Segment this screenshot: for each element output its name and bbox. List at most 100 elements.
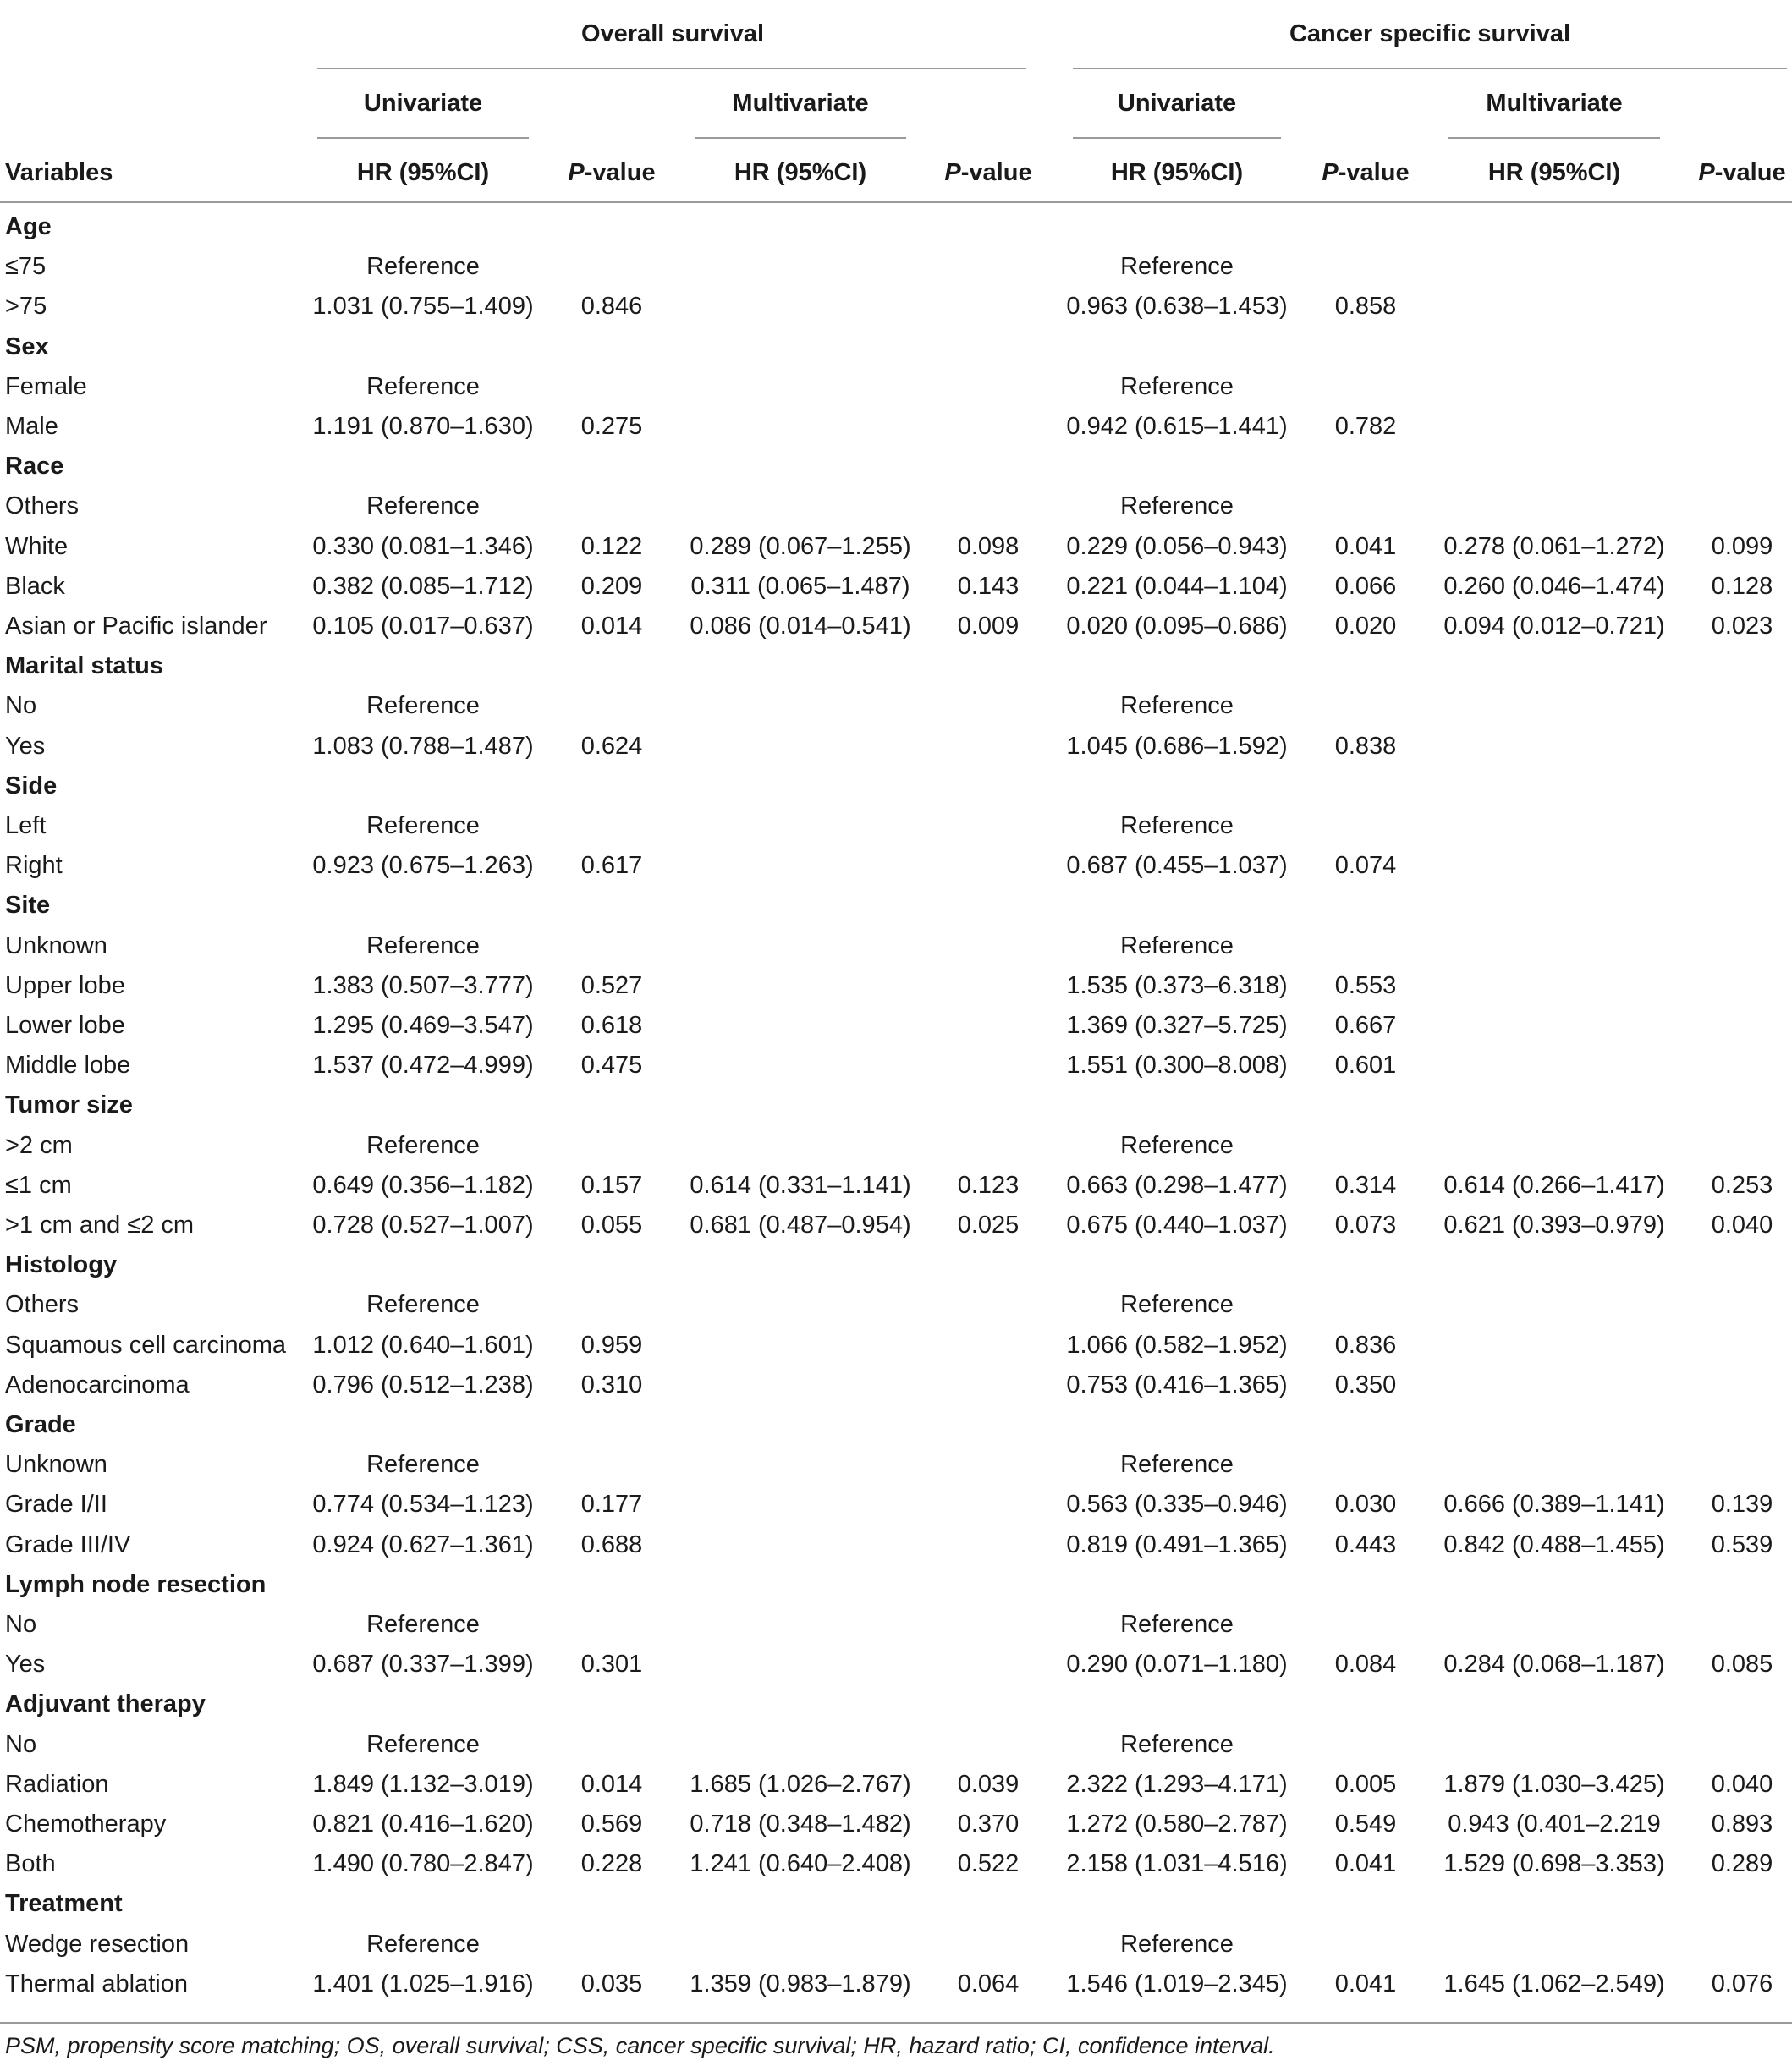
cell-os-uni-p: 0.617 <box>580 852 643 879</box>
cell-os-uni-p: 0.569 <box>580 1810 643 1838</box>
variable-group-heading: Lymph node resection <box>5 1571 267 1598</box>
variable-group-heading: Tumor size <box>5 1091 133 1118</box>
cell-css-uni-p: 0.667 <box>1334 1012 1397 1039</box>
cell-os-multi-hr: 1.241 (0.640–2.408) <box>690 1850 911 1877</box>
cell-css-multi-p: 0.289 <box>1711 1850 1773 1877</box>
cell-os-uni-hr: 0.687 (0.337–1.399) <box>312 1651 534 1678</box>
cell-css-multi-hr: 1.879 (1.030–3.425) <box>1443 1771 1665 1798</box>
variable-level-label: Male <box>5 413 58 440</box>
variable-level-label: Black <box>5 573 65 600</box>
cell-css-uni-hr: 1.272 (0.580–2.787) <box>1066 1810 1288 1838</box>
cell-css-uni-p: 0.443 <box>1334 1531 1397 1558</box>
variable-level-label: Middle lobe <box>5 1052 131 1079</box>
cell-css-uni-hr: Reference <box>1120 1611 1234 1638</box>
header-rule-css <box>1073 68 1787 69</box>
variable-group-heading: Adjuvant therapy <box>5 1690 206 1717</box>
variable-group-heading: Race <box>5 453 64 480</box>
cell-os-uni-p: 0.228 <box>580 1850 643 1877</box>
cell-os-uni-hr: 1.295 (0.469–3.547) <box>312 1012 534 1039</box>
cell-os-uni-hr: 0.105 (0.017–0.637) <box>312 613 534 640</box>
cell-css-multi-p: 0.139 <box>1711 1491 1773 1518</box>
cell-css-multi-hr: 0.278 (0.061–1.272) <box>1443 533 1665 560</box>
cell-css-multi-p: 0.539 <box>1711 1531 1773 1558</box>
cell-css-uni-hr: Reference <box>1120 932 1234 959</box>
cell-css-uni-hr: Reference <box>1120 692 1234 719</box>
variable-level-label: ≤75 <box>5 253 47 280</box>
cell-css-multi-hr: 0.614 (0.266–1.417) <box>1443 1172 1665 1199</box>
cell-os-uni-hr: 0.330 (0.081–1.346) <box>312 533 534 560</box>
cell-css-uni-hr: Reference <box>1120 1132 1234 1159</box>
cell-css-uni-hr: Reference <box>1120 253 1234 280</box>
variable-level-label: Radiation <box>5 1771 109 1798</box>
cell-os-uni-hr: 0.382 (0.085–1.712) <box>312 573 534 600</box>
cell-css-multi-hr: 0.943 (0.401–2.219 <box>1448 1810 1661 1838</box>
cell-os-uni-p: 0.014 <box>580 1771 643 1798</box>
cell-css-uni-p: 0.858 <box>1334 293 1397 320</box>
cell-css-uni-p: 0.838 <box>1334 733 1397 760</box>
cell-os-uni-hr: Reference <box>366 1611 480 1638</box>
variable-level-label: Lower lobe <box>5 1012 125 1039</box>
header-rule-os-multi <box>695 137 906 139</box>
cell-os-uni-hr: 1.537 (0.472–4.999) <box>312 1052 534 1079</box>
variable-level-label: Upper lobe <box>5 972 125 999</box>
header-os-uni-hr: HR (95%CI) <box>356 159 490 186</box>
cell-css-uni-hr: 1.045 (0.686–1.592) <box>1066 733 1288 760</box>
cell-os-uni-hr: 0.649 (0.356–1.182) <box>312 1172 534 1199</box>
cell-css-uni-p: 0.041 <box>1334 533 1397 560</box>
cell-css-uni-hr: 2.158 (1.031–4.516) <box>1066 1850 1288 1877</box>
cell-css-uni-p: 0.350 <box>1334 1371 1397 1398</box>
cell-os-uni-hr: 1.031 (0.755–1.409) <box>312 293 534 320</box>
cell-css-uni-p: 0.782 <box>1334 413 1397 440</box>
variable-level-label: Female <box>5 373 87 400</box>
cell-os-multi-hr: 1.685 (1.026–2.767) <box>690 1771 911 1798</box>
cell-os-uni-p: 0.177 <box>580 1491 643 1518</box>
cell-css-multi-hr: 0.842 (0.488–1.455) <box>1443 1531 1665 1558</box>
cell-os-uni-hr: 1.083 (0.788–1.487) <box>312 733 534 760</box>
header-cancer-specific-survival: Cancer specific survival <box>1289 20 1571 47</box>
cell-css-uni-hr: 1.535 (0.373–6.318) <box>1066 972 1288 999</box>
variable-level-label: Yes <box>5 733 46 760</box>
cell-css-multi-p: 0.023 <box>1711 613 1773 640</box>
cell-os-multi-p: 0.123 <box>957 1172 1020 1199</box>
header-os-uni-p: P-value <box>568 159 656 186</box>
cell-os-uni-hr: Reference <box>366 1132 480 1159</box>
cell-os-uni-hr: Reference <box>366 812 480 839</box>
variable-group-heading: Grade <box>5 1411 76 1438</box>
cell-css-uni-hr: 0.819 (0.491–1.365) <box>1066 1531 1288 1558</box>
cell-os-uni-p: 0.122 <box>580 533 643 560</box>
cell-os-uni-hr: 0.796 (0.512–1.238) <box>312 1371 534 1398</box>
cell-os-uni-p: 0.035 <box>580 1970 643 1997</box>
cell-os-multi-hr: 0.614 (0.331–1.141) <box>690 1172 911 1199</box>
cell-os-uni-p: 0.527 <box>580 972 643 999</box>
variable-group-heading: Side <box>5 772 58 799</box>
variable-level-label: Thermal ablation <box>5 1970 188 1997</box>
cell-css-uni-p: 0.005 <box>1334 1771 1397 1798</box>
cell-css-uni-hr: 2.322 (1.293–4.171) <box>1066 1771 1288 1798</box>
cell-os-uni-hr: 0.924 (0.627–1.361) <box>312 1531 534 1558</box>
cell-css-uni-hr: 1.551 (0.300–8.008) <box>1066 1052 1288 1079</box>
cell-os-multi-hr: 0.681 (0.487–0.954) <box>690 1212 911 1239</box>
cell-os-uni-p: 0.475 <box>580 1052 643 1079</box>
cell-os-multi-hr: 1.359 (0.983–1.879) <box>690 1970 911 1997</box>
cell-os-uni-p: 0.275 <box>580 413 643 440</box>
cell-css-multi-hr: 0.284 (0.068–1.187) <box>1443 1651 1665 1678</box>
cell-css-uni-p: 0.041 <box>1334 1850 1397 1877</box>
cell-css-uni-hr: 0.663 (0.298–1.477) <box>1066 1172 1288 1199</box>
cell-css-multi-p: 0.099 <box>1711 533 1773 560</box>
cell-css-uni-hr: 0.687 (0.455–1.037) <box>1066 852 1288 879</box>
cell-css-uni-hr: 0.942 (0.615–1.441) <box>1066 413 1288 440</box>
variable-level-label: No <box>5 1731 37 1758</box>
cell-css-multi-hr: 0.260 (0.046–1.474) <box>1443 573 1665 600</box>
variable-level-label: Left <box>5 812 47 839</box>
header-variables: Variables <box>5 159 113 186</box>
cell-css-multi-p: 0.040 <box>1711 1212 1773 1239</box>
cell-css-uni-p: 0.084 <box>1334 1651 1397 1678</box>
variable-level-label: No <box>5 1611 37 1638</box>
header-rule-css-uni <box>1073 137 1281 139</box>
variable-group-heading: Sex <box>5 333 49 360</box>
cell-os-uni-hr: Reference <box>366 1451 480 1478</box>
header-os-multi-p: P-value <box>944 159 1032 186</box>
variable-level-label: Unknown <box>5 932 107 959</box>
cell-os-uni-p: 0.846 <box>580 293 643 320</box>
table-footnote: PSM, propensity score matching; OS, over… <box>5 2033 1275 2058</box>
